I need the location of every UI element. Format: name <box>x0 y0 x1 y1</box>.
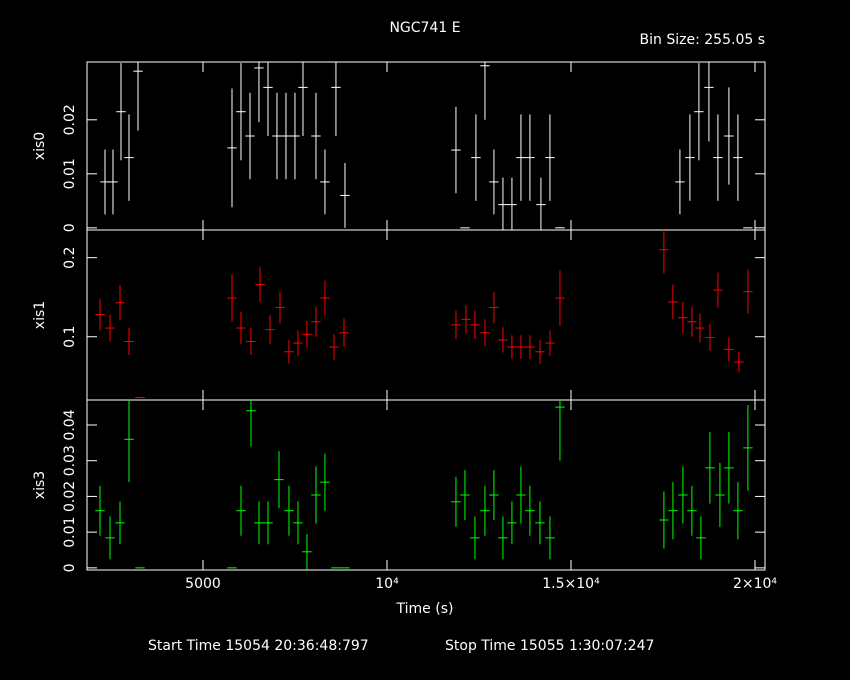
bin-size: Bin Size: 255.05 s <box>640 32 765 48</box>
x-tick-label: 5000 <box>185 576 221 592</box>
panel-frame <box>86 229 766 401</box>
y-tick-label: 0.04 <box>62 409 78 440</box>
y-tick-label: 0.01 <box>62 158 78 189</box>
y-axis-label: xis1 <box>32 301 48 329</box>
x-tick-label: 2×10⁴ <box>733 576 777 592</box>
y-tick-label: 0 <box>62 223 78 232</box>
y-tick-label: 0.2 <box>62 247 78 269</box>
y-tick-label: 0 <box>62 563 78 572</box>
plot-area <box>100 62 753 230</box>
y-tick-label: 0.03 <box>62 445 78 476</box>
x-axis-label: Time (s) <box>396 601 454 617</box>
plot-area <box>95 230 753 399</box>
start-time: Start Time 15054 20:36:48:797 <box>148 638 369 654</box>
plot-area <box>95 400 753 570</box>
y-tick-label: 0.1 <box>62 326 78 348</box>
chart-title: NGC741 E <box>389 20 460 36</box>
y-axis-label: xis0 <box>32 132 48 160</box>
y-tick-label: 0.01 <box>62 517 78 548</box>
x-tick-label: 1.5×10⁴ <box>542 576 600 592</box>
panel-frame <box>86 399 766 571</box>
y-tick-label: 0.02 <box>62 104 78 135</box>
panel-frame <box>86 61 766 231</box>
stop-time: Stop Time 15055 1:30:07:247 <box>445 638 654 654</box>
x-tick-label: 10⁴ <box>375 576 399 592</box>
y-tick-label: 0.02 <box>62 481 78 512</box>
y-axis-label: xis3 <box>32 471 48 499</box>
